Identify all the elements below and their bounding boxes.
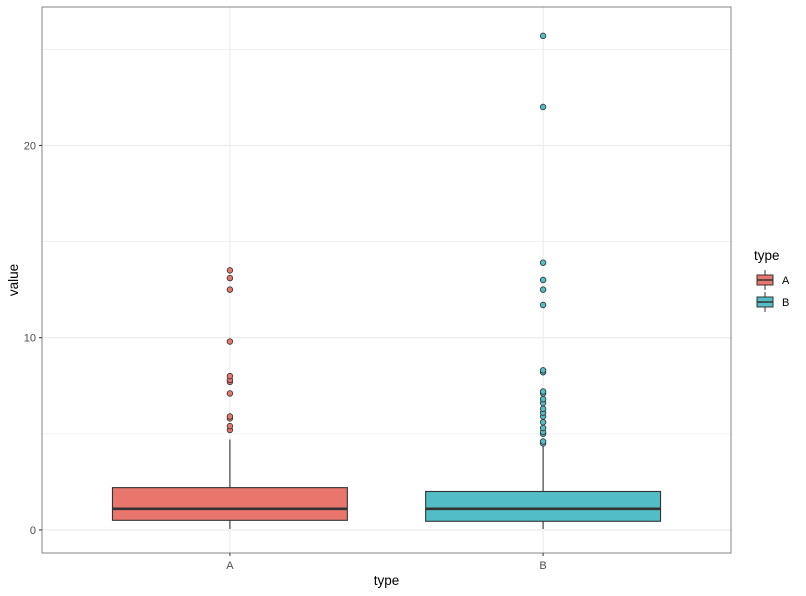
y-tick-label: 0	[30, 525, 36, 537]
outlier-point	[226, 267, 234, 274]
outlier-point	[226, 390, 234, 397]
outlier-point	[539, 286, 547, 293]
outlier-point	[226, 338, 234, 345]
outlier-point	[539, 32, 547, 40]
box-body	[425, 490, 662, 522]
outlier-point	[226, 422, 234, 430]
x-axis-title: type	[374, 573, 400, 588]
legend-label: A	[782, 275, 790, 287]
y-tick-label: 10	[24, 333, 36, 345]
outlier-point	[226, 413, 234, 420]
outlier-point	[539, 103, 547, 111]
legend-key-A	[756, 270, 774, 290]
outlier-point	[539, 395, 547, 403]
box-A	[111, 267, 348, 529]
outlier-point	[539, 259, 547, 266]
outlier-point	[226, 274, 234, 282]
box-body	[111, 487, 348, 521]
outlier-point	[539, 438, 547, 445]
outlier-point	[539, 419, 547, 426]
panel-border	[41, 6, 732, 554]
x-tick-label: A	[226, 560, 234, 572]
outlier-point	[539, 388, 547, 395]
outlier-point	[539, 367, 547, 374]
legend-title: type	[754, 248, 780, 263]
axes: 0 10 20 A B	[24, 140, 547, 572]
outlier-point	[226, 372, 234, 380]
boxes	[111, 32, 662, 529]
outlier-point	[539, 405, 547, 413]
outlier-point	[539, 424, 547, 432]
x-tick-label: B	[539, 560, 546, 572]
legend-key-B	[756, 292, 774, 312]
legend: type AB	[754, 248, 790, 312]
y-axis-title: value	[6, 264, 21, 296]
legend-label: B	[782, 297, 789, 309]
outlier-point	[226, 286, 234, 293]
y-tick-label: 20	[24, 140, 36, 152]
box-B	[425, 32, 662, 529]
outlier-point	[539, 301, 547, 309]
outlier-point	[539, 276, 547, 284]
